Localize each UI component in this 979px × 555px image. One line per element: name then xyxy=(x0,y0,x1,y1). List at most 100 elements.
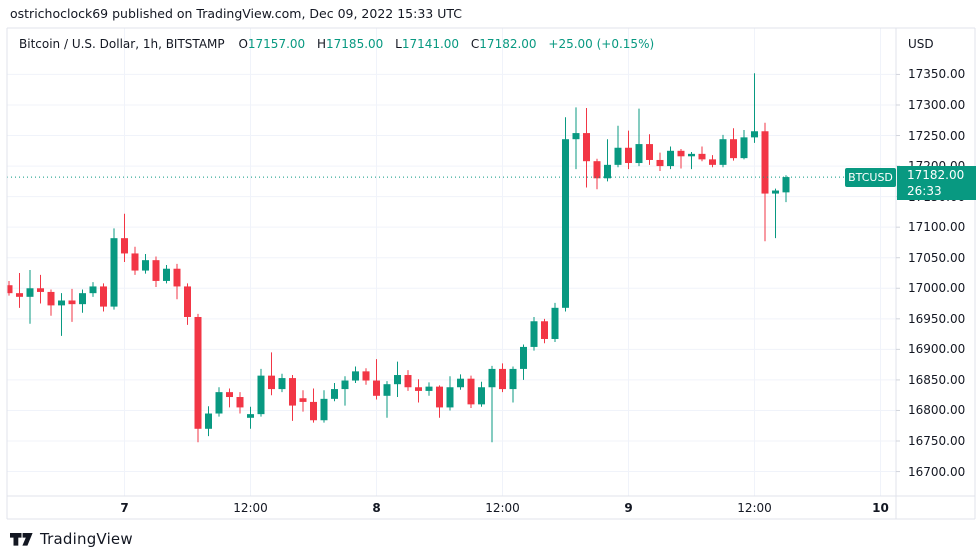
time-axis-label: 12:00 xyxy=(485,501,520,515)
tradingview-link[interactable]: TradingView xyxy=(10,530,133,548)
price-axis-label: 17300.00 xyxy=(908,97,966,112)
candle-body xyxy=(604,164,611,179)
candle-body xyxy=(719,139,727,165)
candle-body xyxy=(394,375,401,385)
candle-body xyxy=(194,316,202,429)
price-axis-label: 17100.00 xyxy=(908,220,966,235)
candle-body xyxy=(58,300,65,306)
candle-body xyxy=(131,253,139,271)
candle-body xyxy=(478,387,485,405)
price-axis-label: 16900.00 xyxy=(908,342,966,357)
candle-body xyxy=(709,159,716,165)
last-price-symbol-flag: BTCUSD xyxy=(845,168,896,188)
time-axis-label: 7 xyxy=(120,501,129,515)
candle-body xyxy=(541,321,548,339)
candle-body xyxy=(289,378,296,406)
candle-body xyxy=(247,414,254,418)
price-axis-label: 16700.00 xyxy=(908,464,966,479)
candle-body xyxy=(415,387,422,391)
candle-body xyxy=(37,288,44,292)
candle-countdown: 26:33 xyxy=(907,184,942,199)
attribution-text: ostrichoclock69 published on TradingView… xyxy=(10,6,462,21)
candle-body xyxy=(635,144,643,164)
candle-body xyxy=(677,150,685,157)
candle-body xyxy=(656,159,664,167)
close-value: 17182.00 xyxy=(479,37,537,51)
candle-body xyxy=(593,161,601,179)
candle-body xyxy=(467,378,475,405)
candle-body xyxy=(226,392,233,398)
candle-body xyxy=(320,398,328,421)
candle-body xyxy=(215,392,223,414)
candle-body xyxy=(89,286,97,294)
candle-body xyxy=(205,413,212,429)
candle-body xyxy=(47,291,55,306)
candle-body xyxy=(79,293,86,305)
candle-body xyxy=(68,300,76,305)
candle-body xyxy=(583,133,590,162)
symbol-title: Bitcoin / U.S. Dollar, 1h, BITSTAMP xyxy=(19,37,225,51)
candle-body xyxy=(373,380,380,396)
candle-body xyxy=(446,387,454,408)
time-axis-label: 12:00 xyxy=(233,501,268,515)
candle-body xyxy=(278,378,286,390)
open-value: 17157.00 xyxy=(247,37,306,51)
last-price-tag: 17182.00 26:33 xyxy=(897,166,976,201)
candle-body xyxy=(257,375,265,415)
candle-body xyxy=(173,268,181,287)
candle-body xyxy=(730,139,737,159)
candle-body xyxy=(751,131,758,138)
price-axis-label: 16850.00 xyxy=(908,372,966,387)
price-axis-label: 16950.00 xyxy=(908,311,966,326)
candle-body xyxy=(782,177,790,193)
candle-body xyxy=(268,375,275,390)
tradingview-logo-icon xyxy=(10,532,33,546)
candles-layer xyxy=(7,73,790,443)
candle-body xyxy=(509,368,517,390)
candle-body xyxy=(404,375,412,388)
candle-body xyxy=(383,384,391,396)
candle-body xyxy=(562,139,569,308)
candle-body xyxy=(16,293,23,297)
candle-body xyxy=(761,131,769,194)
price-axis-label: 17000.00 xyxy=(908,281,966,296)
price-axis-label: 17050.00 xyxy=(908,250,966,265)
grid xyxy=(7,28,896,496)
chart-legend: Bitcoin / U.S. Dollar, 1h, BITSTAMP O171… xyxy=(19,37,654,51)
candle-body xyxy=(488,368,496,388)
candle-body xyxy=(740,137,748,159)
time-axis-label: 8 xyxy=(372,501,381,515)
panel-borders xyxy=(6,27,976,520)
candle-body xyxy=(614,147,622,165)
candle-body xyxy=(100,286,107,307)
candle-body xyxy=(352,371,359,381)
candle-body xyxy=(121,238,128,254)
time-axis-label: 9 xyxy=(624,501,633,515)
price-axis-label: 17350.00 xyxy=(908,67,966,82)
currency-label: USD xyxy=(908,37,934,51)
price-axis-label: 16800.00 xyxy=(908,403,966,418)
open-label: O xyxy=(238,37,248,51)
candle-body xyxy=(425,386,433,391)
high-value: 17185.00 xyxy=(326,37,384,51)
tradingview-brand-text: TradingView xyxy=(40,530,133,548)
candle-body xyxy=(698,153,706,160)
candle-body xyxy=(646,144,653,160)
candle-body xyxy=(625,147,632,164)
candle-body xyxy=(530,321,538,347)
candle-body xyxy=(667,150,674,167)
candle-body xyxy=(26,288,34,297)
candle-body xyxy=(341,380,349,390)
candle-body xyxy=(110,238,118,307)
low-label: L xyxy=(395,37,402,51)
candle-body xyxy=(142,260,149,271)
candle-body xyxy=(772,190,779,194)
price-axis-label: 16750.00 xyxy=(908,434,966,448)
change-value: +25.00 (+0.15%) xyxy=(548,37,655,51)
candle-body xyxy=(457,378,464,388)
last-price-value: 17182.00 xyxy=(907,168,965,183)
close-label: C xyxy=(470,37,480,51)
price-axis-label: 17250.00 xyxy=(908,128,966,143)
